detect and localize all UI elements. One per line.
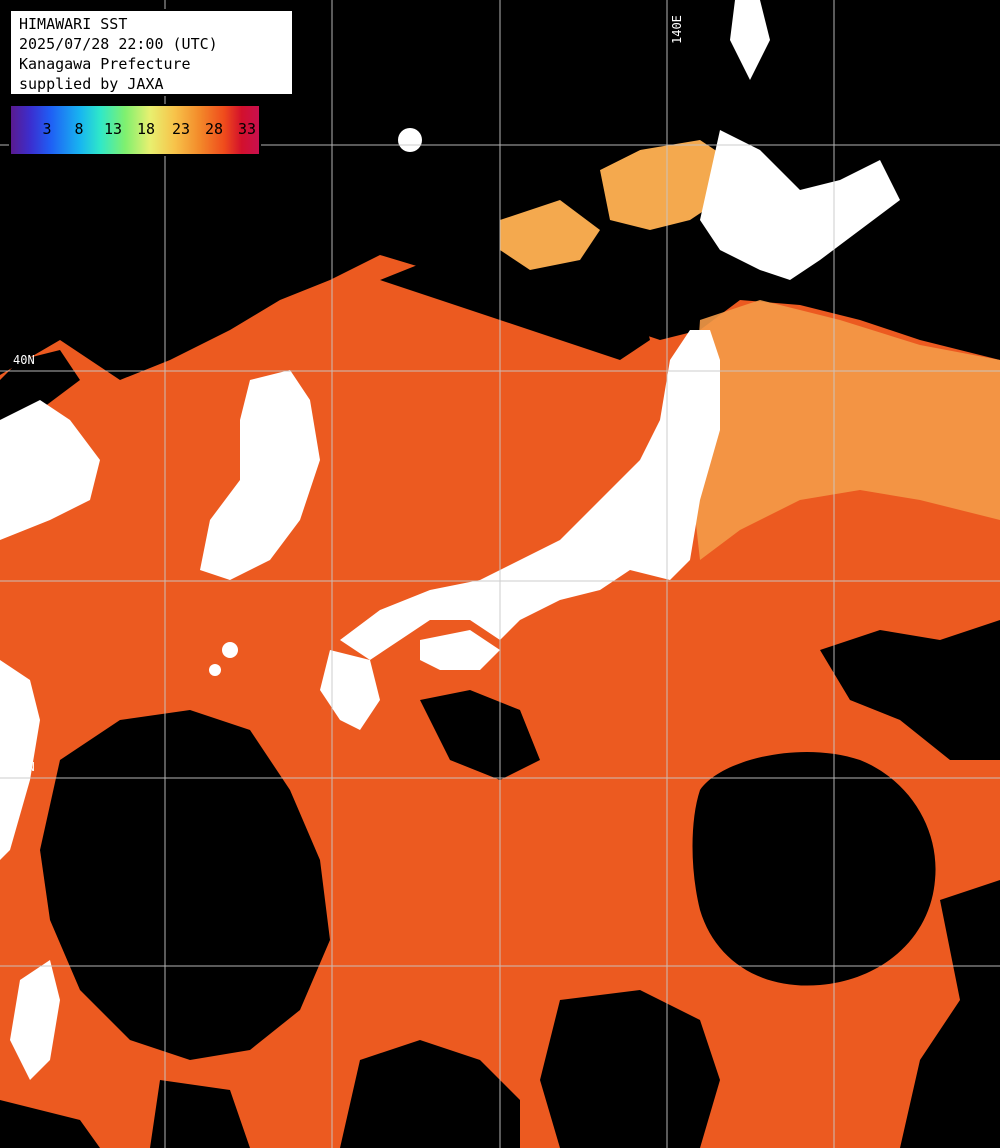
info-box: HIMAWARI SST 2025/07/28 22:00 (UTC) Kana… [9, 9, 294, 96]
color-scale-legend: 3 8 13 18 23 28 33 [9, 104, 261, 156]
legend-label-3: 3 [42, 120, 52, 138]
map-region: Kanagawa Prefecture [19, 55, 191, 73]
lon-label-140e: 140E [670, 15, 684, 44]
lat-label-40n: 40N [13, 353, 35, 367]
map-title: HIMAWARI SST [19, 15, 128, 33]
legend-label-13: 13 [103, 120, 123, 138]
sea-cooler-north [690, 300, 1000, 560]
legend-label-28: 28 [204, 120, 224, 138]
legend-label-8: 8 [74, 120, 84, 138]
legend-label-33: 33 [237, 120, 257, 138]
legend-label-18: 18 [136, 120, 156, 138]
map-credit: supplied by JAXA [19, 75, 164, 93]
lat-label-30n: 30N [13, 760, 35, 774]
legend-label-23: 23 [171, 120, 191, 138]
map-datetime: 2025/07/28 22:00 (UTC) [19, 35, 218, 53]
sea-cool-hokkaido [500, 140, 730, 270]
